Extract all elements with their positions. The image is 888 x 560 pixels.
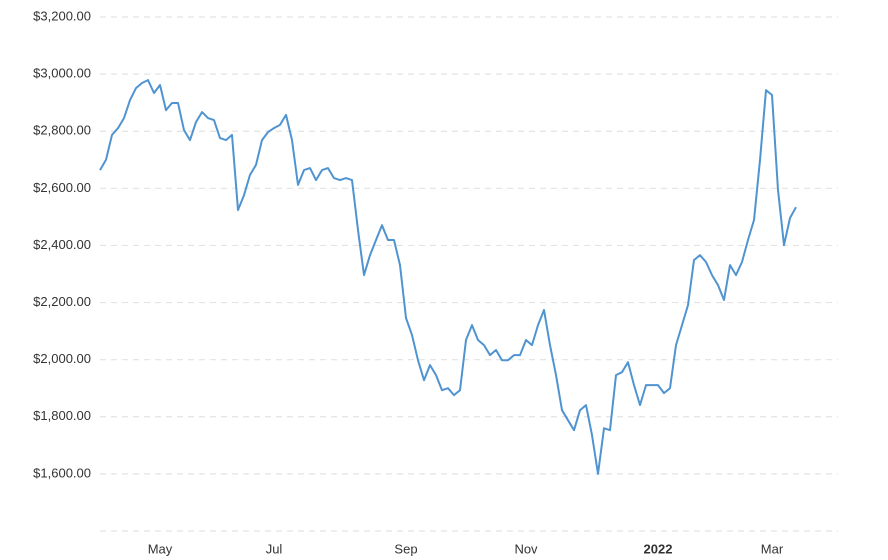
x-tick-label: Sep	[394, 541, 417, 556]
y-tick-label: $2,400.00	[33, 237, 91, 252]
y-tick-label: $1,600.00	[33, 465, 91, 480]
y-tick-label: $2,000.00	[33, 351, 91, 366]
y-tick-label: $2,200.00	[33, 294, 91, 309]
y-tick-label: $2,600.00	[33, 180, 91, 195]
x-tick-label: 2022	[644, 541, 673, 556]
x-tick-label: Nov	[514, 541, 538, 556]
y-tick-label: $3,000.00	[33, 66, 91, 81]
y-tick-label: $3,200.00	[33, 8, 91, 23]
y-tick-label: $1,800.00	[33, 408, 91, 423]
price-line	[99, 79, 797, 475]
x-tick-label: May	[148, 541, 173, 556]
x-tick-label: Jul	[266, 541, 283, 556]
x-tick-label: Mar	[761, 541, 784, 556]
y-tick-label: $2,800.00	[33, 123, 91, 138]
